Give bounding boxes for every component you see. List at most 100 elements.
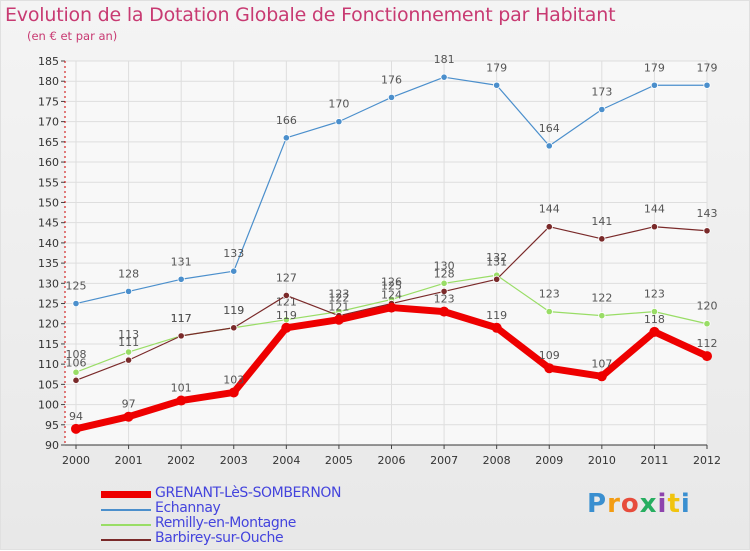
data-label: 166 xyxy=(276,114,297,127)
legend-swatch-grenant xyxy=(101,491,151,498)
data-point xyxy=(493,81,501,89)
data-point xyxy=(545,142,553,150)
data-label: 131 xyxy=(486,255,507,268)
logo-letter: r xyxy=(607,489,621,519)
legend-label-grenant: GRENANT-LèS-SOMBERNON xyxy=(155,485,342,501)
data-point xyxy=(71,423,81,434)
legend-label-barbirey: Barbirey-sur-Ouche xyxy=(155,530,284,546)
data-label: 132 xyxy=(486,251,507,264)
x-tick-label: 2005 xyxy=(325,454,353,467)
data-label: 179 xyxy=(697,61,718,74)
y-tick-label: 140 xyxy=(38,237,59,250)
data-label: 113 xyxy=(118,328,139,341)
x-tick-label: 2009 xyxy=(535,454,563,467)
y-tick-label: 155 xyxy=(38,176,59,189)
x-tick-label: 2002 xyxy=(167,454,195,467)
data-label: 179 xyxy=(644,61,665,74)
y-tick-label: 110 xyxy=(38,358,59,371)
data-label: 144 xyxy=(644,203,665,216)
legend-swatch-echannay xyxy=(101,509,151,511)
x-tick-label: 2011 xyxy=(640,454,668,467)
y-tick-label: 135 xyxy=(38,257,59,270)
legend-swatch-barbirey xyxy=(101,539,151,541)
data-point xyxy=(282,134,290,142)
data-point xyxy=(386,302,397,313)
y-tick-label: 170 xyxy=(38,116,59,129)
data-label: 117 xyxy=(171,312,192,325)
data-label: 124 xyxy=(381,289,402,302)
data-label: 123 xyxy=(434,293,455,306)
data-label: 117 xyxy=(171,312,192,325)
data-point xyxy=(650,308,659,316)
data-label: 179 xyxy=(486,61,507,74)
data-label: 122 xyxy=(591,292,612,305)
data-label: 123 xyxy=(328,288,349,301)
x-tick-label: 2004 xyxy=(272,454,300,467)
logo-letter: o xyxy=(620,489,640,519)
data-point xyxy=(230,267,238,275)
data-point xyxy=(177,332,185,340)
data-label: 144 xyxy=(539,203,560,216)
y-tick-label: 130 xyxy=(38,277,59,290)
data-label: 133 xyxy=(223,247,244,260)
x-tick-label: 2007 xyxy=(430,454,458,467)
data-point xyxy=(124,348,133,356)
data-label: 111 xyxy=(118,336,139,349)
y-tick-label: 150 xyxy=(38,196,59,209)
y-tick-label: 105 xyxy=(38,378,59,391)
y-tick-label: 185 xyxy=(38,55,59,68)
data-label: 106 xyxy=(66,356,87,369)
y-tick-label: 145 xyxy=(38,217,59,230)
logo-letter: i xyxy=(680,489,691,519)
x-tick-label: 2001 xyxy=(115,454,143,467)
data-label: 97 xyxy=(122,398,136,411)
data-point xyxy=(387,93,396,101)
data-point xyxy=(439,306,450,317)
data-label: 127 xyxy=(276,271,297,284)
data-point xyxy=(177,275,185,283)
data-label: 126 xyxy=(381,275,402,288)
data-point xyxy=(703,81,711,89)
data-point xyxy=(440,73,448,81)
data-point xyxy=(650,81,659,89)
data-label: 101 xyxy=(171,382,192,395)
data-point xyxy=(703,320,711,328)
logo-letter: t xyxy=(667,489,681,519)
plot-area xyxy=(65,61,707,445)
data-label: 103 xyxy=(223,373,244,386)
y-tick-label: 120 xyxy=(38,318,59,331)
y-tick-label: 160 xyxy=(38,156,59,169)
data-label: 181 xyxy=(434,53,455,66)
data-point xyxy=(649,326,660,337)
data-label: 164 xyxy=(539,122,560,135)
data-point xyxy=(124,356,133,364)
data-point xyxy=(228,387,239,398)
data-label: 120 xyxy=(697,300,718,313)
y-tick-label: 180 xyxy=(38,75,59,88)
data-point xyxy=(72,376,80,384)
data-point xyxy=(281,322,292,333)
logo-letter: x xyxy=(639,489,658,519)
data-label: 108 xyxy=(66,348,87,361)
data-point xyxy=(598,235,606,243)
data-point xyxy=(545,308,553,316)
logo-letter: P xyxy=(587,489,608,519)
data-point xyxy=(333,314,344,325)
data-label: 112 xyxy=(697,337,718,350)
data-point xyxy=(335,118,343,126)
y-tick-label: 115 xyxy=(38,338,59,351)
data-label: 119 xyxy=(276,309,297,322)
data-point xyxy=(598,312,606,320)
data-label: 123 xyxy=(644,288,665,301)
data-label: 122 xyxy=(328,292,349,305)
data-label: 128 xyxy=(118,267,139,280)
x-tick-label: 2003 xyxy=(220,454,248,467)
data-label: 176 xyxy=(381,73,402,86)
data-label: 119 xyxy=(223,304,244,317)
data-label: 130 xyxy=(434,259,455,272)
data-point xyxy=(282,291,290,300)
data-point xyxy=(440,287,448,295)
x-tick-label: 2008 xyxy=(483,454,511,467)
data-label: 119 xyxy=(486,309,507,322)
